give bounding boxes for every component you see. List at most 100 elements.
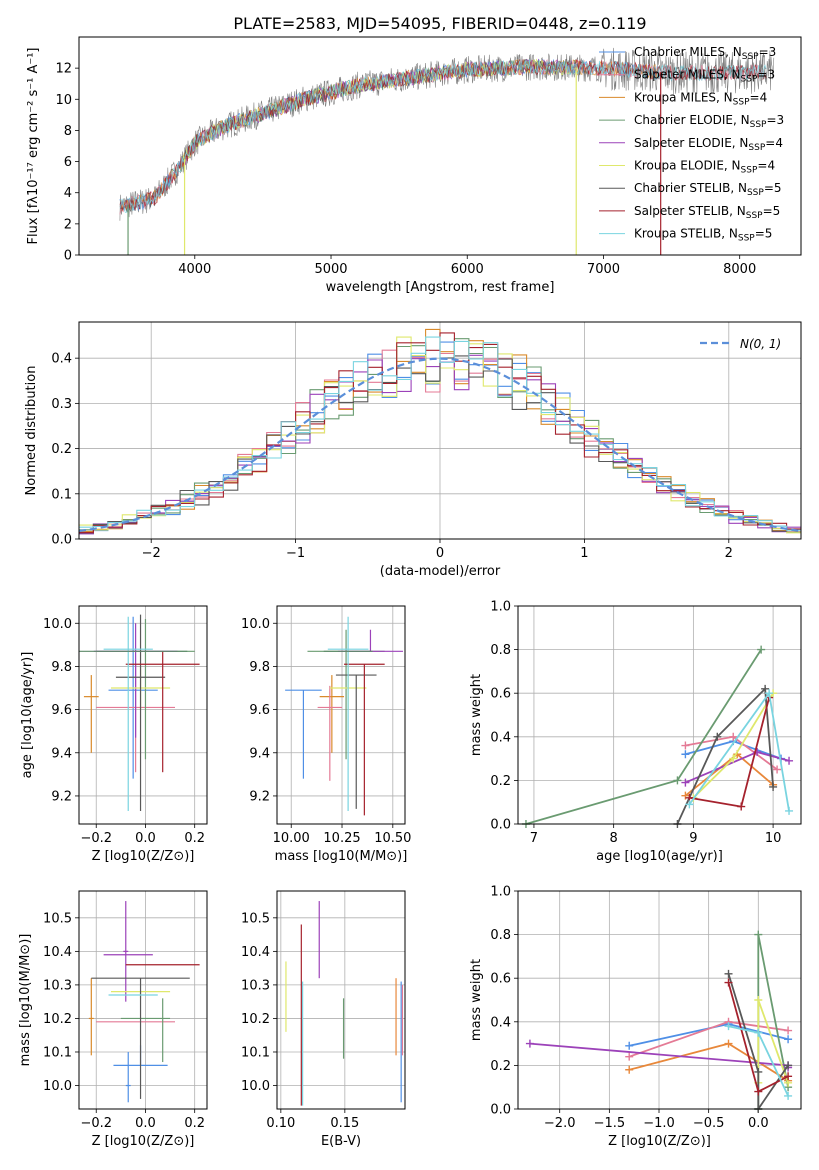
y-tick-label: 0.4 [490,1015,511,1030]
legend-label-4: Salpeter ELODIE, NSSP=4 [634,136,783,153]
weight-marker [765,689,774,698]
weight-marker [784,1091,793,1100]
x-tick-label: −0.2 [80,1116,112,1131]
legend-label-6: Chabrier STELIB, NSSP=5 [634,181,782,198]
weight-marker [681,750,690,759]
y-tick-label: 0.6 [490,972,511,987]
y-tick-label: 10.4 [241,945,270,960]
y-tick-label: 1.0 [490,600,511,615]
y-tick-label: 10.3 [241,978,270,993]
y-tick-label: 0.2 [51,442,72,457]
x-tick-label: −0.2 [80,831,112,846]
axes-massweight_vs_age: 7 8 9 10 0.0 0.2 0.4 0.6 0.8 1.0 age [log10(age/yr… [469,600,801,864]
axes-frame [276,605,406,825]
y-tick-label: 1.0 [490,885,511,900]
y-tick-label: 10.4 [43,945,72,960]
axes-frame [517,890,802,1110]
weight-marker [754,1067,763,1076]
y-axis-label: Normed distribution [24,366,39,496]
axes-spectrum: 4000 5000 6000 7000 8000 0 2 4 6 8 10 12 wavelength … [26,45,784,295]
y-tick-label: 0.4 [490,730,511,745]
model-spectrum-8 [119,59,767,213]
axes-age_vs_mass: 10.00 10.25 10.50 9.2 9.4 9.6 9.8 10.0 mass [log… [241,606,411,864]
spectrum-lines [119,47,775,255]
weight-marker [757,645,766,654]
y-tick-label: 10.0 [43,1079,72,1094]
y-tick-label: 10.0 [241,617,270,632]
x-tick-label: 10.00 [273,831,310,846]
weight-marker [729,732,738,741]
weight-marker [761,684,770,693]
y-tick-label: 9.4 [51,746,72,761]
weight-marker [729,754,738,763]
x-tick-label: −2.0 [544,1116,576,1131]
axes-frame [78,321,802,540]
legend-label-8: Kroupa STELIB, NSSP=5 [634,227,772,244]
y-axis-label: age [log10(age/yr)] [20,652,35,779]
weight-marker [724,978,733,987]
x-tick-label: 10.25 [323,831,360,846]
y-axis-label: mass weight [469,674,484,756]
x-tick-label: 0.0 [748,1116,769,1131]
legend-label-2: Kroupa MILES, NSSP=4 [634,90,767,107]
x-axis-label: age [log10(age/yr)] [596,849,723,864]
legend-label-1: Salpeter MILES, NSSP=3 [634,68,775,85]
y-axis-label: mass [log10(M/M⊙)] [18,934,33,1067]
y-tick-label: 0.8 [490,928,511,943]
x-tick-label: 0.2 [184,1116,205,1131]
axes-frame [78,890,208,1110]
y-tick-label: 9.4 [249,746,270,761]
x-tick-label: 1 [580,546,588,561]
x-axis-label: (data-model)/error [380,564,501,579]
weight-marker [784,1061,793,1070]
axes-frame [517,605,802,825]
x-tick-label: 0.0 [135,1116,156,1131]
weight-marker [754,996,763,1004]
weight-marker [673,776,682,785]
y-tick-label: 0.3 [51,397,72,412]
weight-marker [685,800,694,809]
y-tick-label: 10.0 [241,1079,270,1094]
axes-frame [78,605,208,825]
weight-marker [625,1041,634,1050]
y-tick-label: 0.0 [51,533,72,548]
axes-massweight_vs_Z: −2.0 −1.5 −1.0 −0.5 0.0 0.0 0.2 0.4 0.6 0.8 1.0 Z [… [469,885,801,1149]
x-tick-label: 0.0 [135,831,156,846]
y-tick-label: 9.2 [249,789,270,804]
y-tick-label: 0.4 [51,352,72,367]
x-tick-label: −0.5 [693,1116,725,1131]
weight-marker [681,741,690,750]
y-axis-label: Flux [fλ10⁻¹⁷ erg cm⁻² s⁻¹ A⁻¹] [26,48,41,245]
legend-label-normal: N(0, 1) [740,337,781,351]
normal-curve [78,357,802,533]
weight-marker [754,1028,763,1037]
x-tick-label: −1.0 [643,1116,675,1131]
x-axis-label: E(B-V) [321,1134,361,1149]
y-tick-label: 12 [55,62,72,77]
y-tick-label: 10.0 [43,617,72,632]
y-tick-label: 0.6 [490,687,511,702]
weight-marker [625,1065,634,1074]
residual-histogram-7 [79,332,801,534]
x-axis-label: Z [log10(Z/Z⊙)] [608,1134,711,1149]
weight-marker [681,778,690,787]
weight-marker [724,969,733,978]
legend-label-7: Salpeter STELIB, NSSP=5 [634,204,780,221]
y-tick-label: 0 [64,249,72,264]
x-tick-label: 10 [765,831,782,846]
x-tick-label: −2 [142,546,161,561]
y-tick-label: 0.0 [490,1103,511,1118]
y-tick-label: 2 [64,217,72,232]
legend-label-5: Kroupa ELODIE, NSSP=4 [634,159,775,176]
x-tick-label: 0 [436,546,444,561]
x-tick-label: 8 [610,831,618,846]
y-tick-label: 9.8 [249,660,270,675]
weight-marker [724,1022,733,1031]
weight-marker [784,1035,793,1044]
y-tick-label: 10.5 [43,911,72,926]
plots-layer: 4000 5000 6000 7000 8000024681012wavelength … [18,36,802,1149]
weight-marker [525,1039,534,1048]
x-tick-label: −1.5 [594,1116,626,1131]
